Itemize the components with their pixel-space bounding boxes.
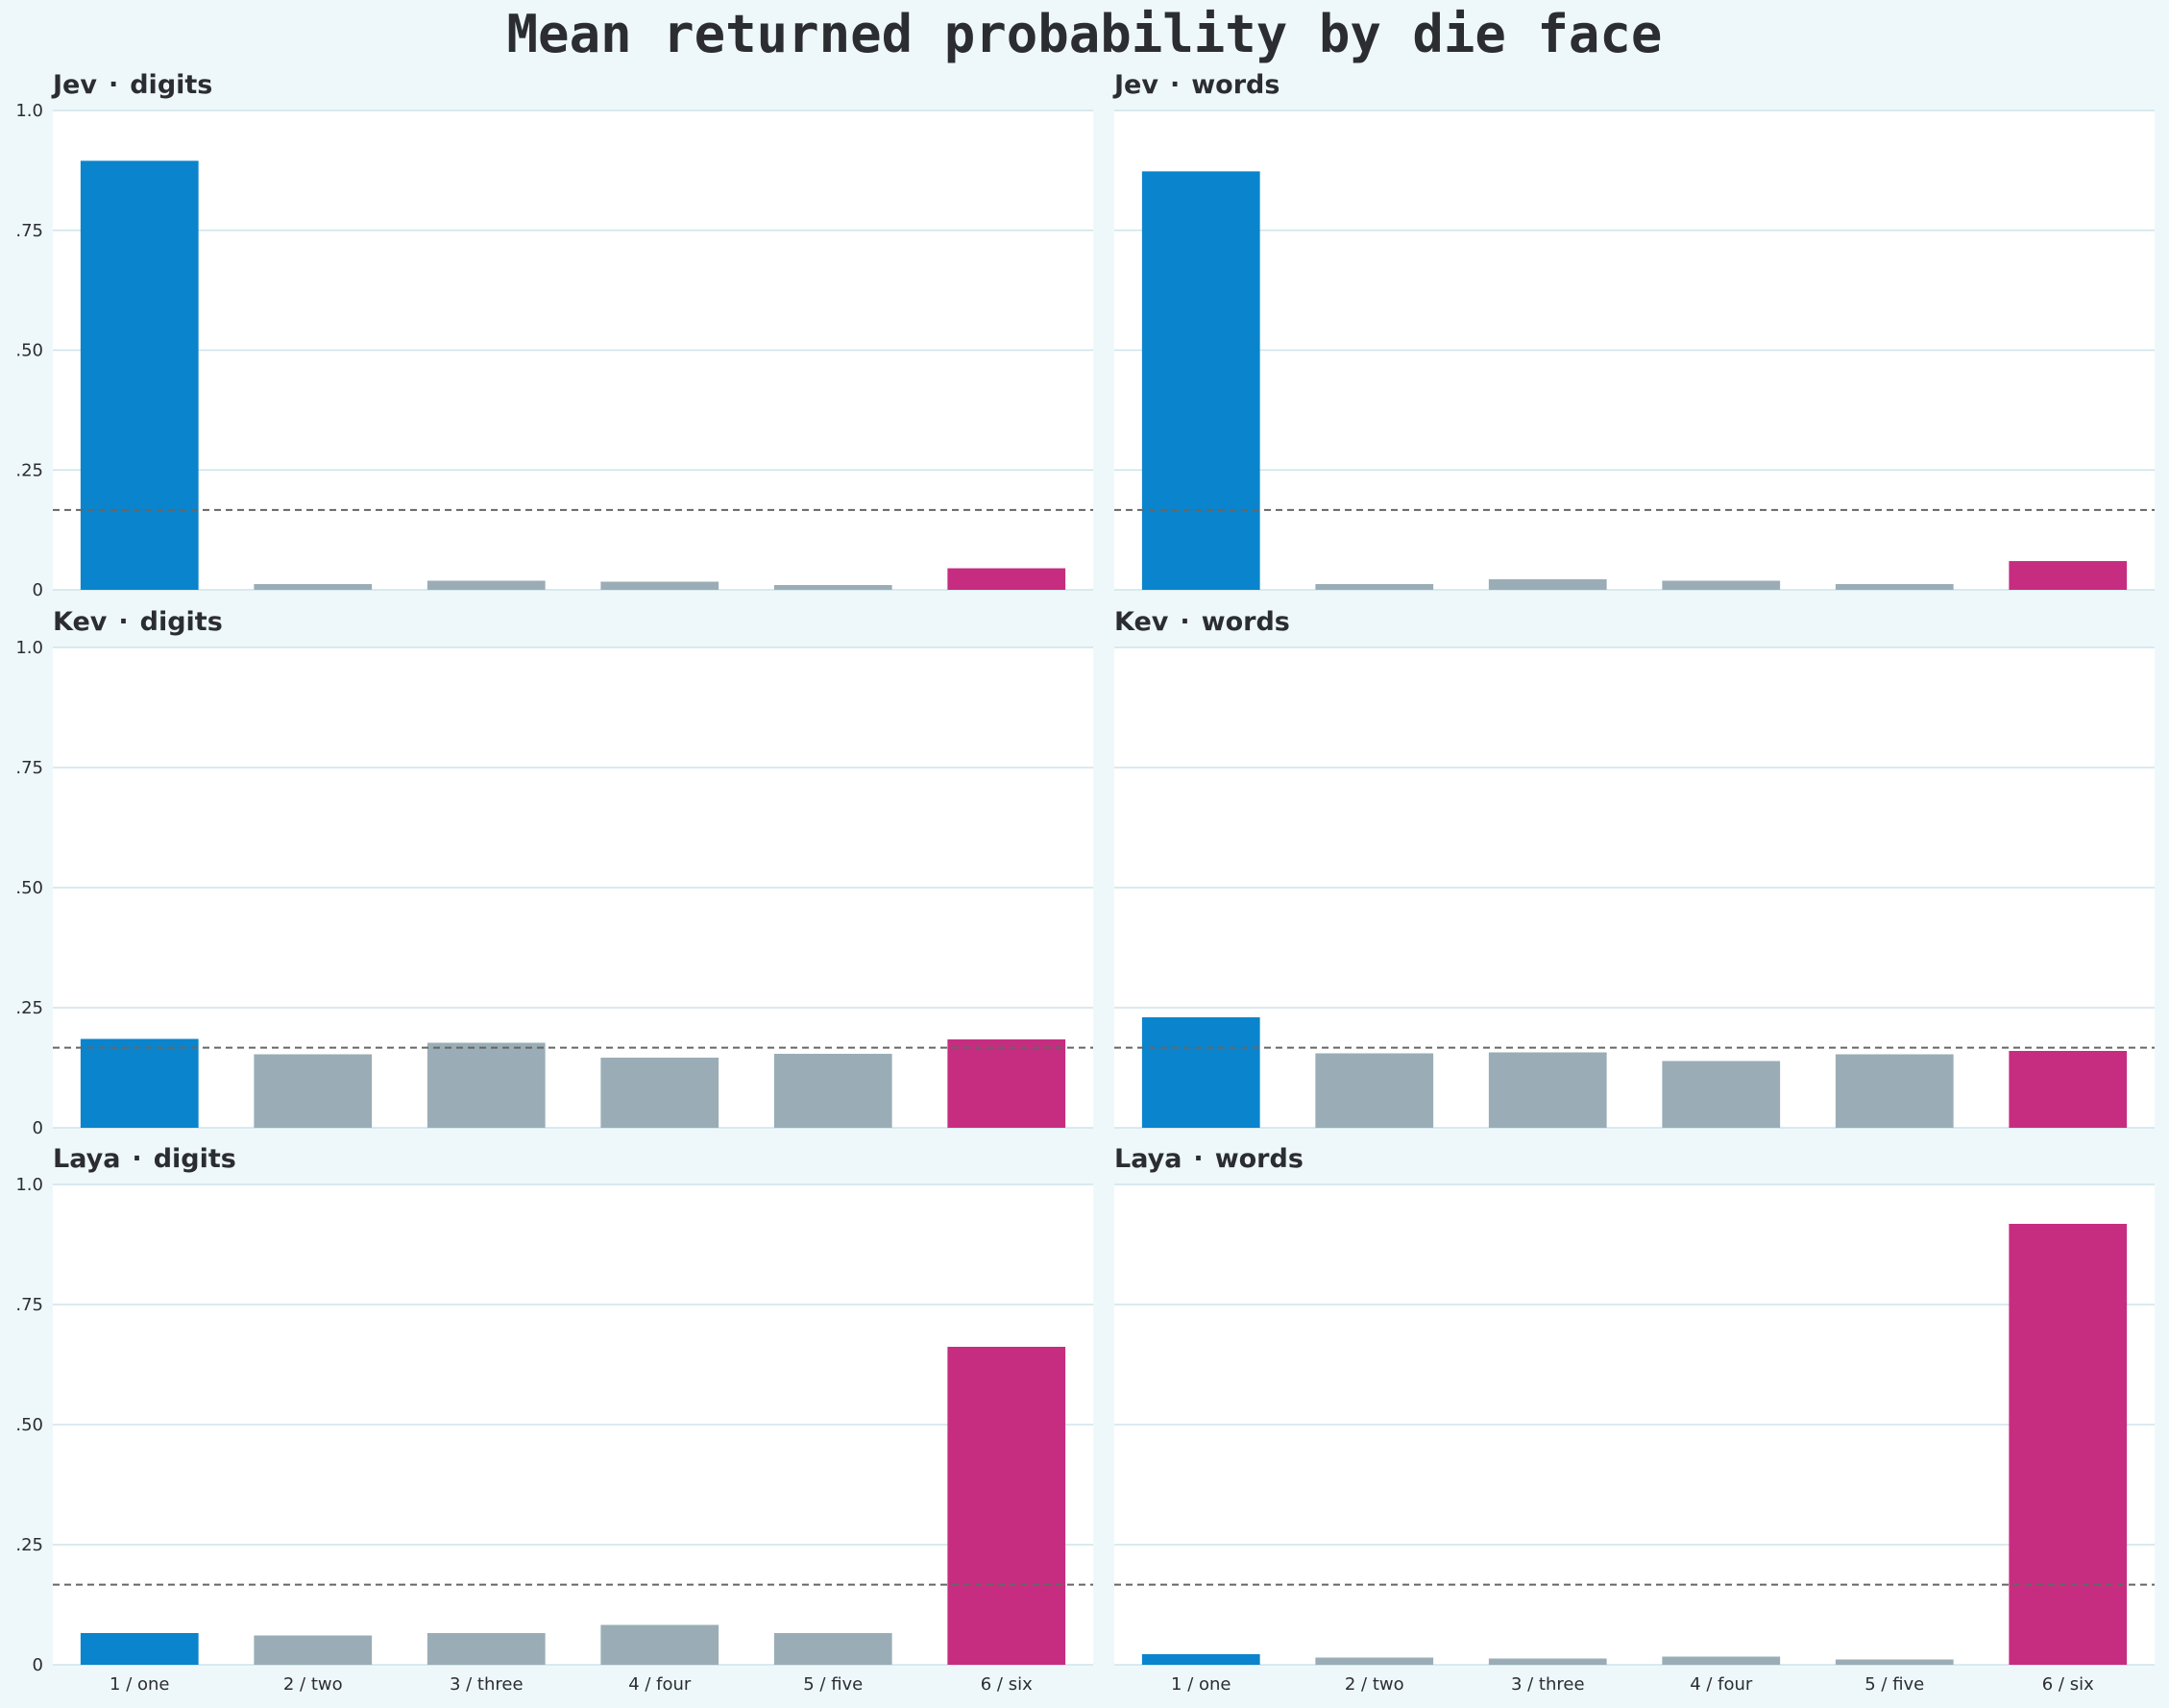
- y-tick-label: .75: [15, 221, 43, 241]
- bar: [1662, 1061, 1781, 1128]
- y-tick-label: .50: [15, 1415, 43, 1435]
- chart-title: Mean returned probability by die face: [507, 4, 1663, 64]
- bar: [947, 568, 1066, 590]
- y-tick-label: 0: [33, 580, 43, 600]
- panel-title-format: digits: [140, 607, 223, 637]
- panel-title-separator: ·: [1180, 607, 1189, 637]
- bar: [1141, 1654, 1260, 1665]
- bar: [2009, 561, 2128, 590]
- panel-title: Kev · digits: [53, 607, 223, 637]
- panel-kev-digits: Kev · digits 0 .25 .50 .75 1.0: [15, 607, 1093, 1138]
- y-tick-label: 0: [33, 1118, 43, 1138]
- x-tick-label: 3 / three: [450, 1674, 524, 1695]
- panel-laya-digits: Laya · digits 0 .25 .50 .75 1.0 1 / one 2 / two 3 …: [15, 1144, 1093, 1695]
- panel-title-model: Jev: [51, 70, 97, 100]
- panel-title: Jev · digits: [51, 70, 212, 100]
- bar: [947, 1347, 1066, 1665]
- bar: [1315, 1657, 1434, 1665]
- panel-title-format: digits: [130, 70, 212, 100]
- x-tick-label: 4 / four: [628, 1674, 692, 1695]
- panel-title-separator: ·: [132, 1144, 141, 1174]
- x-tick-label: 1 / one: [1171, 1674, 1231, 1695]
- bar: [426, 1042, 546, 1128]
- panel-laya-words: Laya · words 1 / one 2 / two 3 / three 4 / fou…: [1114, 1144, 2155, 1695]
- bar: [426, 1633, 546, 1665]
- panels-layer: Jev · digits 0 .25 .50 .75 1.0 Jev · words Kev · digi…: [15, 70, 2155, 1695]
- y-tick-label: .25: [15, 460, 43, 480]
- panel-title-model: Kev: [53, 607, 108, 637]
- y-tick-label: .25: [15, 998, 43, 1018]
- panel-title-model: Laya: [53, 1144, 120, 1174]
- panel-kev-words: Kev · words: [1114, 607, 2155, 1129]
- x-tick-label: 6 / six: [981, 1674, 1033, 1695]
- bar: [1315, 1053, 1434, 1128]
- bar: [254, 1054, 373, 1128]
- panel-title: Laya · words: [1114, 1144, 1304, 1174]
- bar: [2009, 1224, 2128, 1665]
- bar: [600, 581, 719, 590]
- y-tick-label: .75: [15, 758, 43, 778]
- panel-title-format: words: [1215, 1144, 1304, 1174]
- bar: [600, 1058, 719, 1128]
- bar: [600, 1624, 719, 1665]
- bar: [1315, 584, 1434, 590]
- x-tick-label: 2 / two: [283, 1674, 343, 1695]
- y-tick-label: .50: [15, 341, 43, 361]
- bar: [2009, 1051, 2128, 1128]
- y-tick-label: 1.0: [15, 101, 43, 121]
- panel-jev-digits: Jev · digits 0 .25 .50 .75 1.0: [15, 70, 1093, 600]
- panel-title-format: words: [1202, 607, 1290, 637]
- y-tick-label: .50: [15, 878, 43, 898]
- bar: [80, 1633, 199, 1665]
- panel-title-separator: ·: [118, 607, 128, 637]
- panel-title: Jev · words: [1112, 70, 1279, 100]
- bar: [773, 1054, 892, 1128]
- panel-title-format: digits: [154, 1144, 236, 1174]
- y-tick-label: 1.0: [15, 638, 43, 658]
- bar: [773, 585, 892, 590]
- y-tick-label: 1.0: [15, 1175, 43, 1195]
- panel-title-separator: ·: [1170, 70, 1180, 100]
- bar: [80, 1038, 199, 1128]
- y-tick-label: .75: [15, 1295, 43, 1315]
- panel-title: Kev · words: [1114, 607, 1290, 637]
- panel-title-model: Laya: [1114, 1144, 1182, 1174]
- bar: [773, 1633, 892, 1665]
- x-tick-label: 5 / five: [803, 1674, 863, 1695]
- bar: [80, 160, 199, 590]
- x-tick-label: 3 / three: [1511, 1674, 1585, 1695]
- x-tick-label: 6 / six: [2042, 1674, 2094, 1695]
- panel-title-model: Jev: [1112, 70, 1158, 100]
- bar: [1662, 1656, 1781, 1665]
- bar: [1488, 1658, 1607, 1665]
- x-tick-label: 1 / one: [110, 1674, 169, 1695]
- bar: [254, 1635, 373, 1665]
- panel-jev-words: Jev · words: [1112, 70, 2155, 591]
- y-tick-label: .25: [15, 1535, 43, 1555]
- panel-title-model: Kev: [1114, 607, 1169, 637]
- bar: [947, 1039, 1066, 1128]
- panel-title-separator: ·: [109, 70, 118, 100]
- bar: [1662, 580, 1781, 590]
- y-tick-label: 0: [33, 1655, 43, 1675]
- panel-title-format: words: [1191, 70, 1279, 100]
- bar: [1141, 171, 1260, 591]
- x-tick-label: 4 / four: [1690, 1674, 1753, 1695]
- panel-title-separator: ·: [1193, 1144, 1203, 1174]
- bar: [426, 580, 546, 590]
- bar: [254, 584, 373, 590]
- bar: [1488, 1052, 1607, 1128]
- bar: [1835, 584, 1954, 590]
- bar: [1835, 1054, 1954, 1128]
- panel-title: Laya · digits: [53, 1144, 236, 1174]
- x-tick-label: 2 / two: [1345, 1674, 1404, 1695]
- bar: [1141, 1017, 1260, 1128]
- bar: [1835, 1659, 1954, 1665]
- bar: [1488, 579, 1607, 590]
- x-tick-label: 5 / five: [1864, 1674, 1924, 1695]
